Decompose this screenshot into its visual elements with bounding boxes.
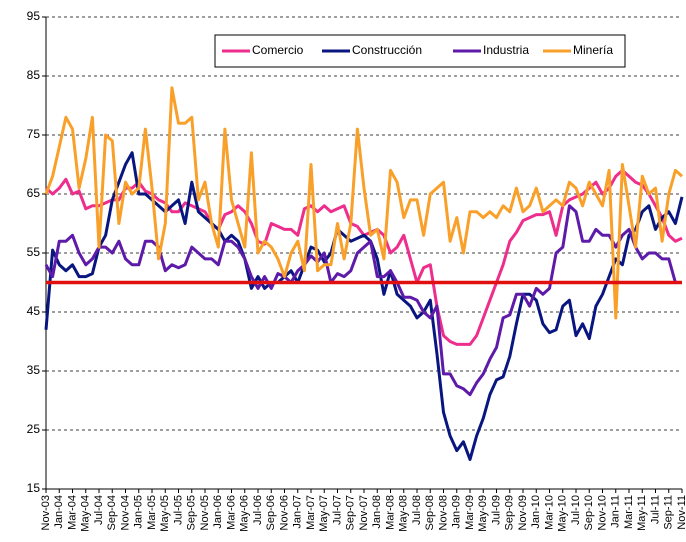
x-tick-label: Nov-09	[517, 495, 529, 530]
y-tick-label: 45	[27, 304, 41, 318]
y-tick-label: 25	[27, 422, 41, 436]
x-tick-label: Nov-08	[437, 495, 449, 530]
x-tick-label: May-07	[318, 495, 330, 532]
legend-label: Construcción	[352, 43, 422, 57]
x-tick-label: May-05	[159, 495, 171, 532]
x-tick-label: Sep-11	[663, 495, 675, 530]
x-tick-label: Jan-10	[530, 495, 542, 529]
x-tick-label: Jul-08	[411, 495, 423, 525]
y-tick-label: 95	[27, 9, 41, 23]
x-tick-label: Jul-10	[570, 495, 582, 525]
x-tick-label: Nov-03	[40, 495, 52, 530]
x-tick-label: May-10	[557, 495, 569, 532]
x-tick-label: Jan-06	[212, 495, 224, 529]
x-tick-label: May-11	[636, 495, 648, 531]
x-tick-label: May-09	[477, 495, 489, 532]
x-tick-label: Mar-05	[146, 495, 158, 530]
legend-label: Industria	[483, 43, 529, 57]
legend-label: Minería	[573, 43, 613, 57]
x-tick-label: Sep-04	[106, 495, 118, 530]
x-tick-label: Mar-04	[66, 495, 78, 530]
x-tick-label: Jan-07	[292, 495, 304, 529]
x-tick-label: Nov-04	[119, 495, 131, 530]
x-tick-label: Mar-07	[305, 495, 317, 530]
x-tick-label: Nov-07	[358, 495, 370, 530]
x-tick-label: Mar-10	[543, 495, 555, 530]
x-tick-label: Jul-04	[93, 495, 105, 525]
x-tick-label: May-08	[398, 495, 410, 532]
x-tick-label: Jan-09	[451, 495, 463, 529]
x-tick-label: Sep-06	[265, 495, 277, 530]
x-tick-label: May-06	[239, 495, 251, 532]
x-tick-label: May-04	[80, 495, 92, 532]
x-tick-label: Jul-09	[490, 495, 502, 525]
x-tick-label: Mar-08	[384, 495, 396, 530]
y-tick-label: 55	[27, 245, 41, 259]
x-tick-label: Jan-11	[610, 495, 622, 528]
x-tick-label: Sep-05	[186, 495, 198, 530]
x-tick-label: Sep-07	[345, 495, 357, 530]
y-tick-label: 85	[27, 68, 41, 82]
x-tick-label: Jan-08	[371, 495, 383, 529]
x-tick-label: Nov-11	[676, 495, 686, 530]
y-tick-label: 35	[27, 363, 41, 377]
x-tick-label: Jul-07	[331, 495, 343, 525]
x-tick-label: Jan-04	[53, 495, 65, 529]
x-tick-label: Mar-09	[464, 495, 476, 530]
x-tick-label: Nov-05	[199, 495, 211, 530]
y-tick-label: 65	[27, 186, 41, 200]
x-tick-label: Jan-05	[133, 495, 145, 529]
x-tick-label: Nov-10	[596, 495, 608, 530]
legend-label: Comercio	[252, 43, 304, 57]
x-tick-label: Sep-08	[424, 495, 436, 530]
x-tick-label: Mar-11	[623, 495, 635, 529]
x-tick-label: Sep-10	[583, 495, 595, 530]
x-tick-label: Jul-06	[252, 495, 264, 525]
series-line	[44, 204, 682, 397]
x-tick-label: Nov-06	[278, 495, 290, 530]
series-line	[44, 86, 683, 320]
x-tick-label: Jul-11	[649, 495, 661, 524]
y-tick-label: 75	[27, 127, 41, 141]
x-tick-label: Jul-05	[172, 495, 184, 525]
x-tick-label: Sep-09	[504, 495, 516, 530]
y-tick-label: 15	[27, 481, 41, 495]
legend: Comercio Construcción Industria Minería	[214, 34, 626, 68]
x-tick-label: Mar-06	[225, 495, 237, 530]
